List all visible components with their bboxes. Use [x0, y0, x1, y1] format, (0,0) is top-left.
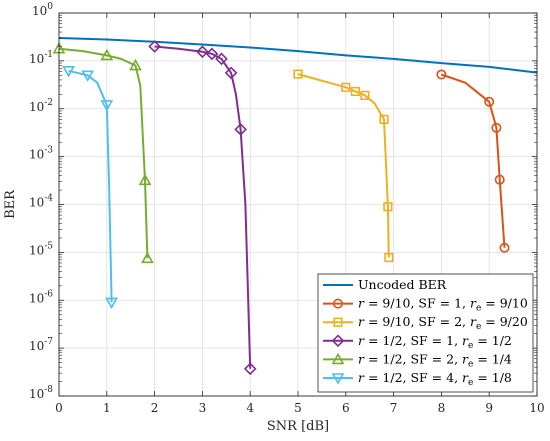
data-point	[196, 45, 209, 59]
y-tick-label: 10-5	[29, 241, 53, 257]
legend-entry: Uncoded BER	[323, 277, 447, 292]
data-point	[436, 69, 447, 80]
data-point	[62, 66, 75, 78]
data-point	[100, 100, 114, 112]
x-tick-label: 8	[438, 401, 446, 415]
series-line	[58, 37, 538, 74]
data-point	[224, 66, 238, 80]
data-point	[499, 242, 510, 253]
series-0	[58, 37, 538, 74]
series-line	[154, 45, 252, 369]
legend-label: r = 1/2, SF = 1, re = 1/2	[358, 333, 512, 351]
legend-entry: r = 1/2, SF = 2, re = 1/4	[323, 351, 512, 369]
y-tick-label: 10-2	[29, 98, 53, 114]
legend-marker	[331, 352, 345, 365]
series-group	[52, 37, 538, 376]
legend-label: r = 1/2, SF = 4, re = 1/8	[358, 370, 512, 388]
legend-label: r = 9/10, SF = 2, re = 9/20	[358, 314, 528, 332]
axes-box	[58, 12, 538, 397]
legend-label: r = 1/2, SF = 2, re = 1/4	[358, 351, 512, 369]
data-point	[484, 96, 495, 107]
data-point	[129, 58, 142, 71]
data-point	[360, 90, 370, 101]
y-tick-label: 10-1	[29, 50, 53, 66]
x-axis-title: SNR [dB]	[267, 419, 329, 434]
x-tick-label: 7	[390, 401, 398, 415]
legend-label: Uncoded BER	[358, 277, 447, 292]
x-tick-label: 2	[151, 401, 159, 415]
y-tick-label: 10-8	[29, 385, 53, 401]
data-point	[494, 174, 505, 185]
series-line	[297, 73, 390, 258]
series-2	[293, 69, 394, 263]
series-line	[58, 47, 149, 259]
y-tick-label: 10-3	[29, 146, 53, 162]
axes: 0 1 2 3 4 5 6 7 8 9 10 100 10-1 10-2 10-3 10-4 10-5 10-6 1…	[29, 2, 545, 415]
legend-entry: r = 1/2, SF = 1, re = 1/2	[323, 333, 512, 351]
legend-box	[317, 273, 534, 393]
x-tick-label: 5	[294, 401, 302, 415]
data-point	[215, 52, 228, 66]
data-point	[379, 114, 389, 124]
x-tick-label: 9	[485, 401, 493, 415]
legend-entry: r = 9/10, SF = 2, re = 9/20	[323, 314, 528, 332]
series-4	[52, 42, 154, 264]
x-tick-label: 1	[103, 401, 111, 415]
data-point	[243, 362, 257, 376]
x-tick-label: 4	[246, 401, 254, 415]
x-tick-label: 3	[199, 401, 207, 415]
data-point	[383, 202, 393, 212]
data-point	[141, 251, 154, 264]
data-point	[341, 82, 351, 92]
data-point	[148, 40, 161, 53]
x-tick-label: 0	[55, 401, 63, 415]
y-tick-label: 10-6	[29, 289, 53, 305]
series-5	[62, 66, 118, 310]
y-axis-title: BER	[3, 189, 18, 219]
legend-marker	[331, 334, 345, 348]
data-point	[81, 70, 95, 82]
x-tick-label: 6	[342, 401, 350, 415]
data-point	[100, 48, 114, 61]
data-point	[105, 297, 118, 310]
series-line	[441, 73, 506, 248]
data-point	[491, 122, 502, 133]
legend-label: r = 9/10, SF = 1, re = 9/10	[358, 296, 528, 314]
series-3	[148, 40, 257, 376]
data-point	[350, 86, 360, 97]
data-point	[205, 47, 219, 61]
x-tick-label: 10	[529, 401, 544, 415]
legend-entry: r = 1/2, SF = 4, re = 1/8	[323, 370, 512, 388]
legend-marker	[332, 298, 343, 309]
legend-entry: r = 9/10, SF = 1, re = 9/10	[323, 296, 528, 314]
y-tick-label: 100	[32, 2, 53, 18]
y-tick-label: 10-4	[29, 194, 53, 210]
y-tick-label: 10-7	[29, 337, 53, 353]
legend-marker	[333, 317, 343, 327]
data-point	[384, 252, 394, 263]
data-point	[138, 173, 152, 186]
data-point	[293, 69, 303, 79]
series-1	[436, 69, 510, 253]
data-point	[234, 123, 247, 136]
legend-marker	[331, 373, 345, 385]
